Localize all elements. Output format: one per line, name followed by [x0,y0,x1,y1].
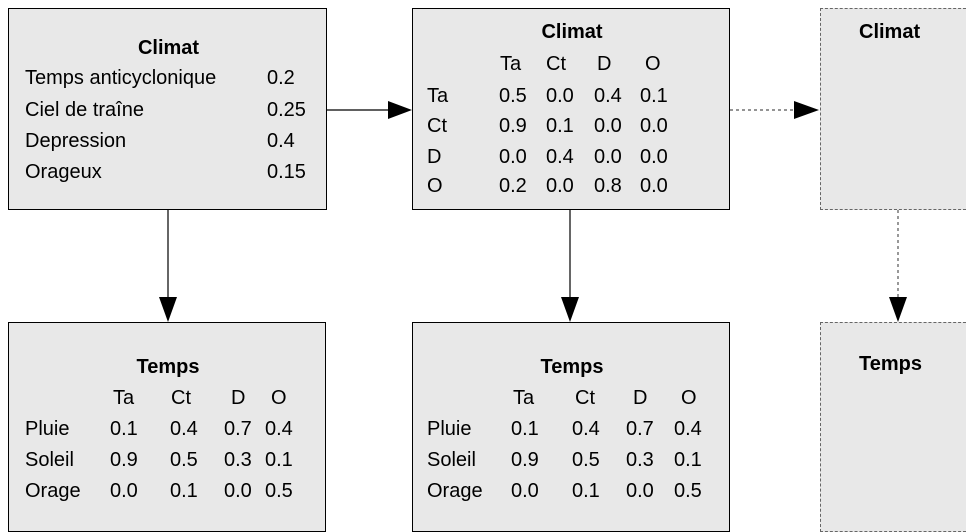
transition-title: Climat [541,21,603,43]
transition-cell-2-3: 0.0 [640,146,668,168]
transition-row-label-2: D [427,146,442,168]
transition-cell-2-1: 0.4 [546,146,574,168]
prior-value-3: 0.15 [267,161,306,183]
emission1-col-2: D [231,387,246,409]
emission1-cell-0-1: 0.4 [170,418,198,440]
prior-label-2: Depression [25,130,127,152]
emission-temps-box-1: Temps Ta Ct D O Pluie 0.1 0.4 0.7 0.4 So… [8,322,326,532]
emission1-cell-0-0: 0.1 [110,418,138,440]
transition-cell-3-3: 0.0 [640,175,668,197]
transition-cell-3-1: 0.0 [546,175,574,197]
emission2-cell-2-1: 0.1 [572,480,600,502]
transition-cell-0-1: 0.0 [546,85,574,107]
emission2-row-label-0: Pluie [427,418,472,440]
arrow-next-state-to-next-obs [889,210,907,322]
emission2-cell-2-3: 0.5 [674,480,702,502]
prior-value-2: 0.4 [267,130,295,152]
emission2-col-2: D [633,387,648,409]
transition-col-1: Ct [546,53,566,75]
emission1-cell-1-2: 0.3 [224,449,252,471]
arrow-prior-to-emission [159,210,177,322]
prior-title: Climat [137,37,200,59]
emission1-col-1: Ct [171,387,191,409]
arrow-transition-to-next [730,101,819,119]
transition-cell-3-2: 0.8 [594,175,622,197]
transition-cell-1-1: 0.1 [546,115,574,137]
emission2-cell-1-3: 0.1 [674,449,702,471]
prior-label-3: Orageux [25,161,102,183]
prior-value-1: 0.25 [267,99,306,121]
transition-cell-0-2: 0.4 [594,85,622,107]
emission2-row-label-2: Orage [427,480,483,502]
emission1-cell-0-3: 0.4 [265,418,293,440]
emission2-row-label-1: Soleil [427,449,476,471]
emission2-title: Temps [540,356,604,378]
transition-cell-2-0: 0.0 [499,146,527,168]
emission1-row-label-0: Pluie [25,418,70,440]
transition-col-0: Ta [500,53,522,75]
transition-col-3: O [645,53,661,75]
next-temps-title: Temps [859,353,922,375]
emission1-cell-1-1: 0.5 [170,449,198,471]
emission2-col-0: Ta [513,387,535,409]
transition-cell-1-2: 0.0 [594,115,622,137]
transition-row-label-0: Ta [427,85,449,107]
emission2-cell-0-1: 0.4 [572,418,600,440]
arrow-transition-to-emission [561,210,579,322]
emission2-col-1: Ct [575,387,595,409]
prior-value-0: 0.2 [267,67,295,89]
emission2-cell-2-2: 0.0 [626,480,654,502]
emission1-cell-2-3: 0.5 [265,480,293,502]
transition-cell-3-0: 0.2 [499,175,527,197]
emission1-cell-2-2: 0.0 [224,480,252,502]
emission1-row-label-2: Orage [25,480,81,502]
emission1-cell-1-3: 0.1 [265,449,293,471]
emission2-col-3: O [681,387,697,409]
arrow-prior-to-transition [327,101,412,119]
emission1-col-0: Ta [113,387,135,409]
emission2-cell-2-0: 0.0 [511,480,539,502]
next-climat-box: Climat [820,8,966,210]
prior-label-0: Temps anticyclonique [25,67,217,89]
emission-temps-box-2: Temps Ta Ct D O Pluie 0.1 0.4 0.7 0.4 So… [412,322,730,532]
transition-row-label-3: O [427,175,443,197]
emission2-cell-1-2: 0.3 [626,449,654,471]
emission2-cell-0-2: 0.7 [626,418,654,440]
emission2-cell-1-0: 0.9 [511,449,539,471]
next-temps-box: Temps [820,322,966,532]
transition-col-2: D [597,53,612,75]
prior-label-1: Ciel de traîne [25,99,144,121]
transition-row-label-1: Ct [427,115,447,137]
transition-cell-2-2: 0.0 [594,146,622,168]
transition-cell-1-3: 0.0 [640,115,668,137]
emission1-row-label-1: Soleil [25,449,74,471]
emission1-cell-1-0: 0.9 [110,449,138,471]
emission1-cell-2-1: 0.1 [170,480,198,502]
transition-cell-0-3: 0.1 [640,85,668,107]
transition-climat-box: Climat Ta Ct D O Ta 0.5 0.0 0.4 0.1 Ct 0… [412,8,730,210]
prior-climat-box: Climat Temps anticyclonique 0.2 Ciel de … [8,8,327,210]
emission2-cell-0-3: 0.4 [674,418,702,440]
transition-cell-1-0: 0.9 [499,115,527,137]
emission1-col-3: O [271,387,287,409]
transition-cell-0-0: 0.5 [499,85,527,107]
emission1-cell-0-2: 0.7 [224,418,252,440]
emission1-title: Temps [136,356,200,378]
emission2-cell-1-1: 0.5 [572,449,600,471]
emission1-cell-2-0: 0.0 [110,480,138,502]
next-climat-title: Climat [859,21,921,43]
emission2-cell-0-0: 0.1 [511,418,539,440]
